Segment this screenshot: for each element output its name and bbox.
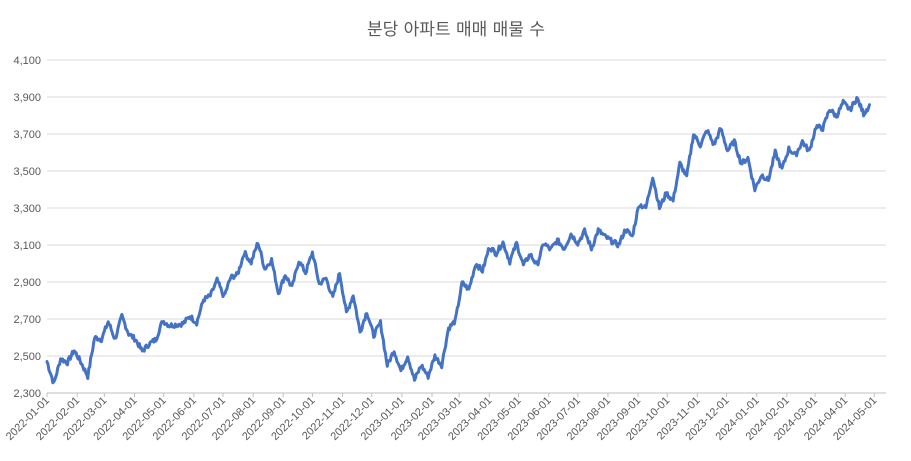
y-tick-label: 3,700 xyxy=(13,129,41,141)
gridlines xyxy=(47,59,886,357)
y-tick-label: 3,900 xyxy=(13,92,41,104)
chart-title: 분당 아파트 매매 매물 수 xyxy=(367,20,545,40)
series-layer xyxy=(45,96,871,385)
y-tick-label: 3,300 xyxy=(13,203,41,215)
y-tick-label: 2,300 xyxy=(13,388,41,400)
y-tick-label: 3,100 xyxy=(13,240,41,252)
y-tick-label: 3,500 xyxy=(13,166,41,178)
x-axis-ticks: 2022-01-012022-02-012022-03-012022-04-01… xyxy=(4,393,879,443)
y-tick-label: 2,700 xyxy=(13,314,41,326)
y-tick-label: 2,500 xyxy=(13,351,41,363)
y-tick-label: 2,900 xyxy=(13,277,41,289)
y-tick-label: 4,100 xyxy=(13,55,41,67)
y-axis-ticks: 2,300 2,500 2,700 2,900 3,100 3,300 3,500 3,700… xyxy=(13,55,41,400)
series-line xyxy=(45,96,871,385)
